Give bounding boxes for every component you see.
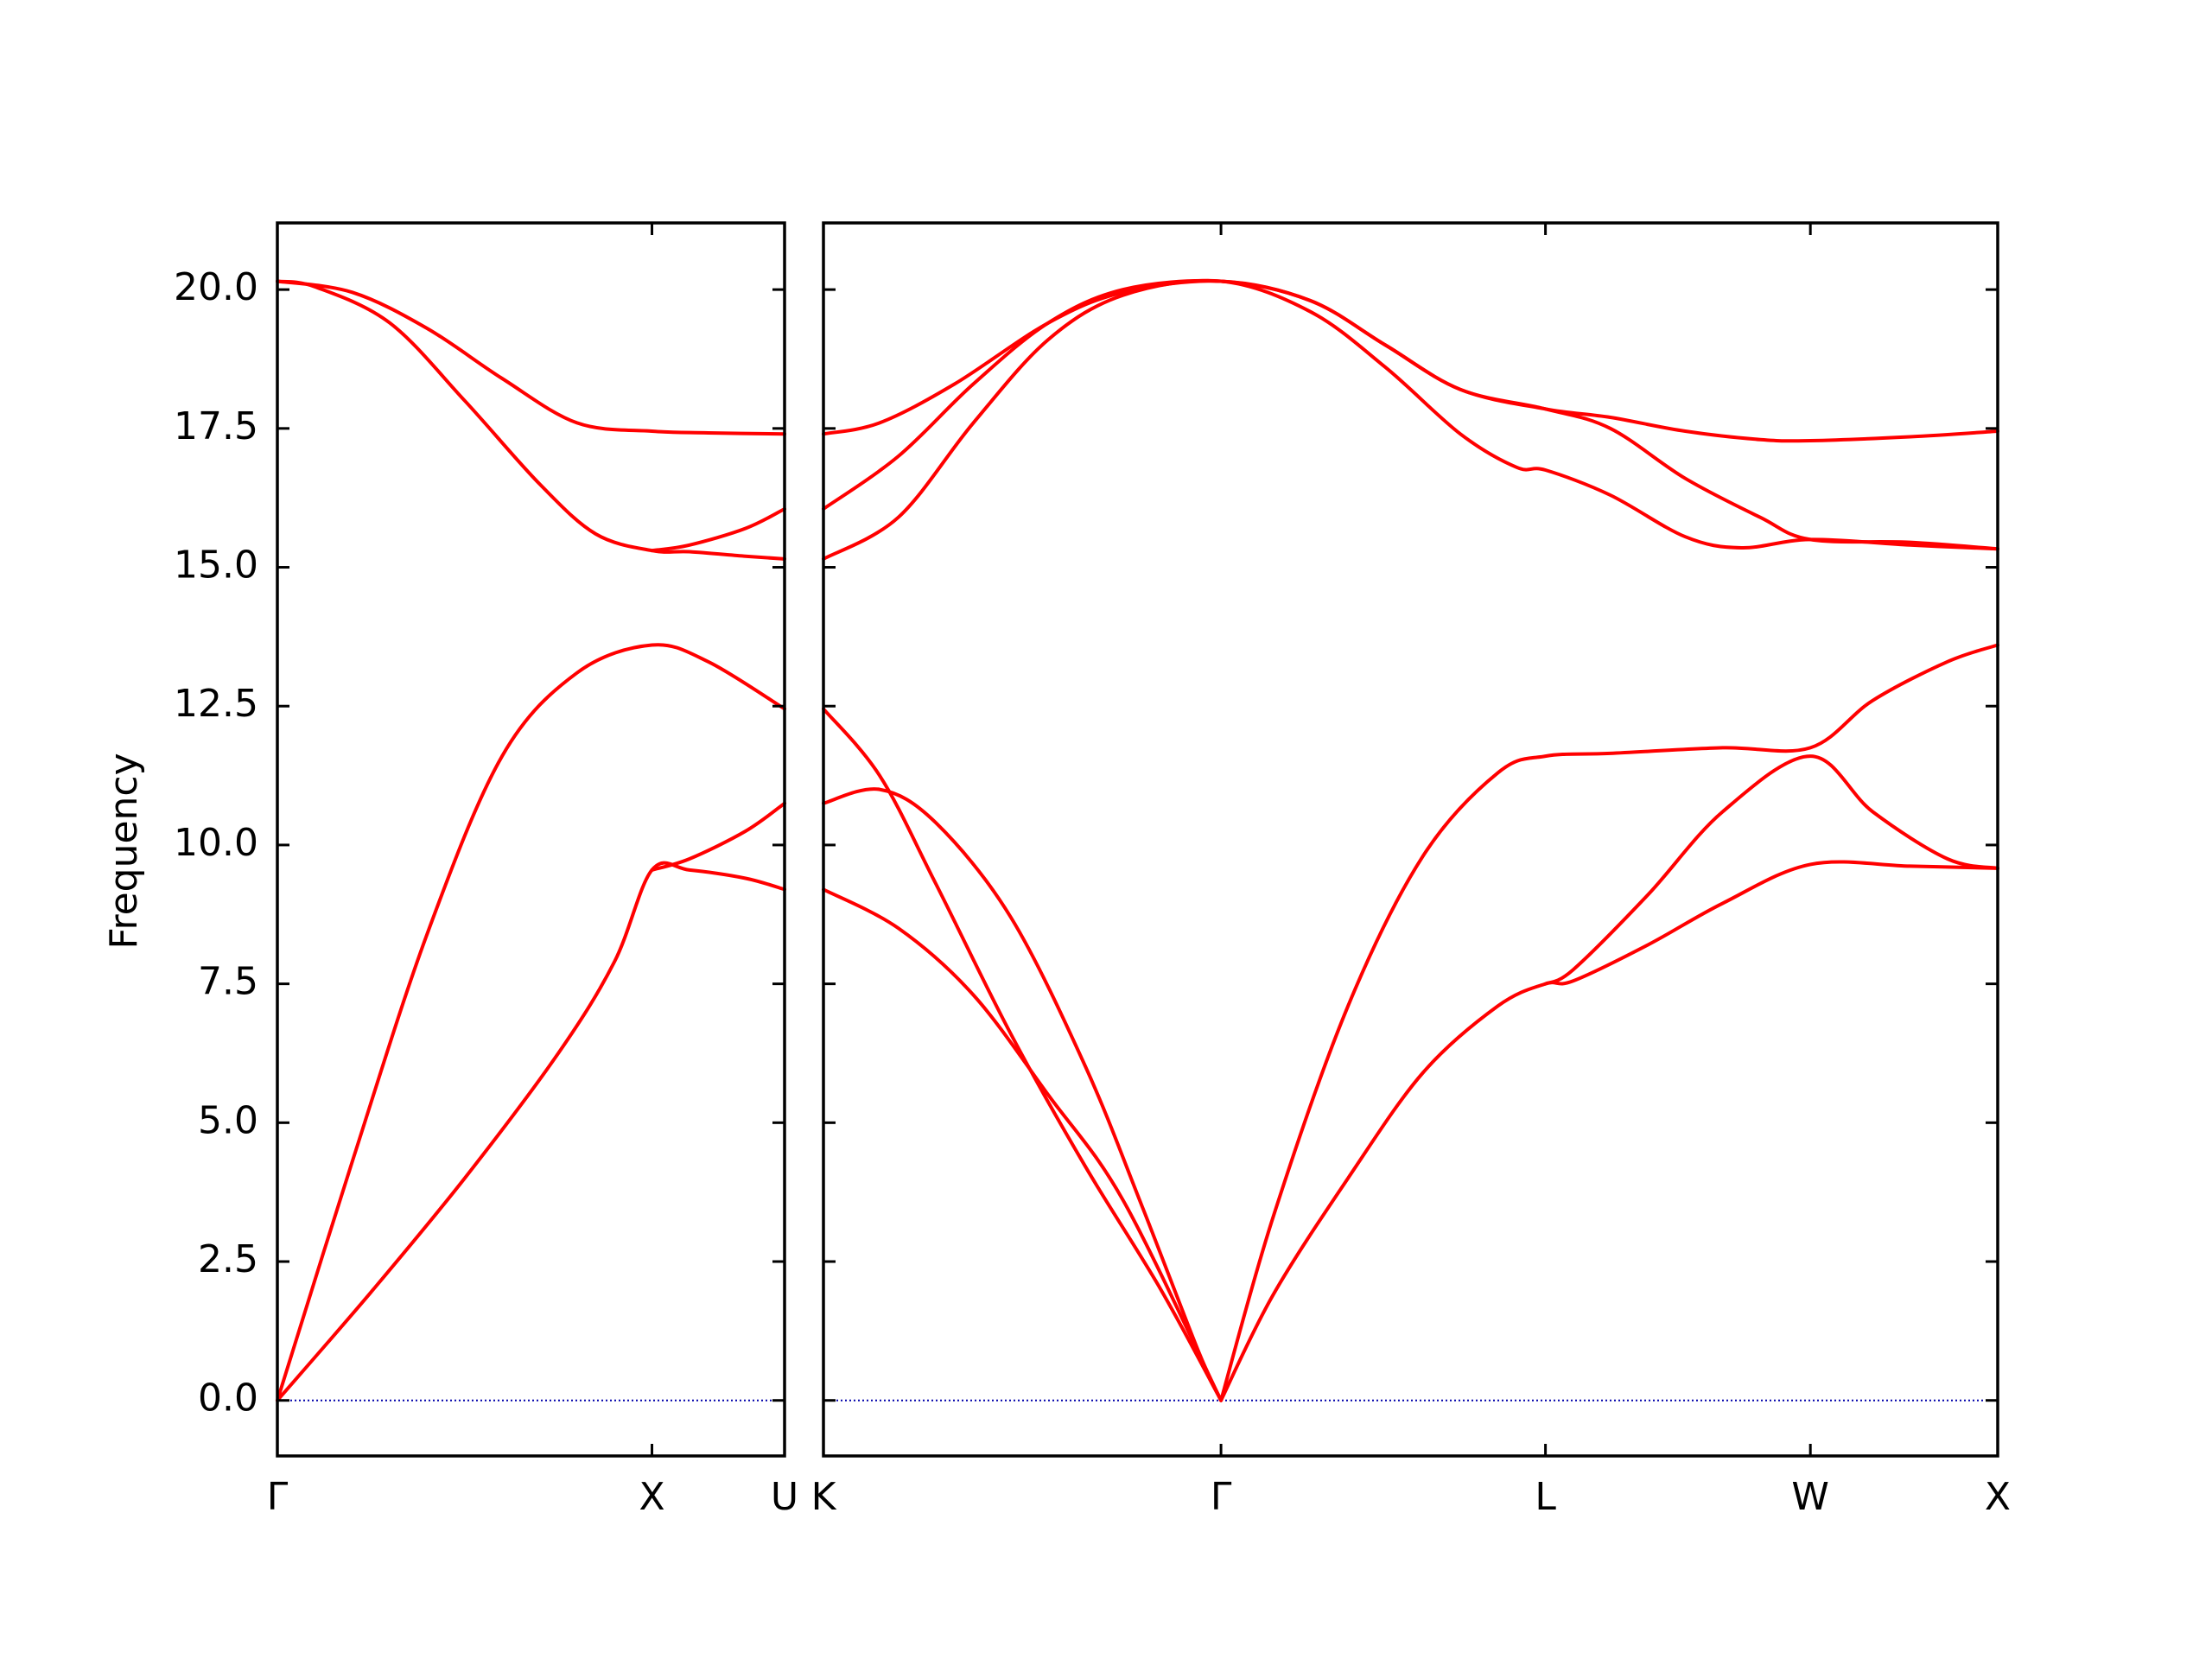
- y-tick-label: 0.0: [198, 1376, 258, 1421]
- x-tick-label: W: [1791, 1475, 1829, 1519]
- panel-frame: [276, 221, 786, 1458]
- y-tick-label: 17.5: [174, 404, 258, 448]
- band-line-5: [1543, 754, 1999, 986]
- x-tick-label: X: [1985, 1475, 2011, 1519]
- band-line-6: [1219, 643, 1999, 1402]
- band-line-2: [276, 643, 786, 1402]
- y-axis-label: Frequency: [102, 753, 146, 949]
- band-line-3: [276, 279, 786, 561]
- x-tick-label: X: [639, 1475, 664, 1519]
- y-tick-label: 15.0: [174, 543, 258, 588]
- x-tick-label: Γ: [267, 1475, 289, 1519]
- band-line-9: [822, 279, 1999, 443]
- x-tick-label: L: [1535, 1475, 1556, 1519]
- x-tick-label: Γ: [1211, 1475, 1232, 1519]
- band-line-1: [276, 861, 786, 1402]
- x-tick-label: U: [771, 1475, 798, 1519]
- band-line-3: [822, 787, 1224, 1402]
- band-line-6: [650, 507, 786, 553]
- y-tick-label: 20.0: [174, 265, 258, 309]
- band-line-7: [822, 278, 1999, 561]
- y-tick-label: 7.5: [198, 960, 258, 1004]
- band-line-2: [822, 707, 1224, 1402]
- y-tick-label: 2.5: [198, 1237, 258, 1281]
- y-tick-label: 5.0: [198, 1098, 258, 1142]
- x-tick-label: K: [811, 1475, 837, 1519]
- y-tick-label: 10.0: [174, 821, 258, 865]
- band-line-5: [650, 801, 786, 872]
- panels-layer: 0.0 2.5 5.0 7.5 10.0 12.5 15.0 17.5 20.0 Γ X U K Γ L W X: [174, 221, 2011, 1519]
- y-tick-label: 12.5: [174, 682, 258, 726]
- panel-1: 0.0 2.5 5.0 7.5 10.0 12.5 15.0 17.5 20.0 Γ X U: [174, 221, 798, 1519]
- band-line-4: [276, 279, 786, 436]
- panel-frame: [822, 221, 1999, 1458]
